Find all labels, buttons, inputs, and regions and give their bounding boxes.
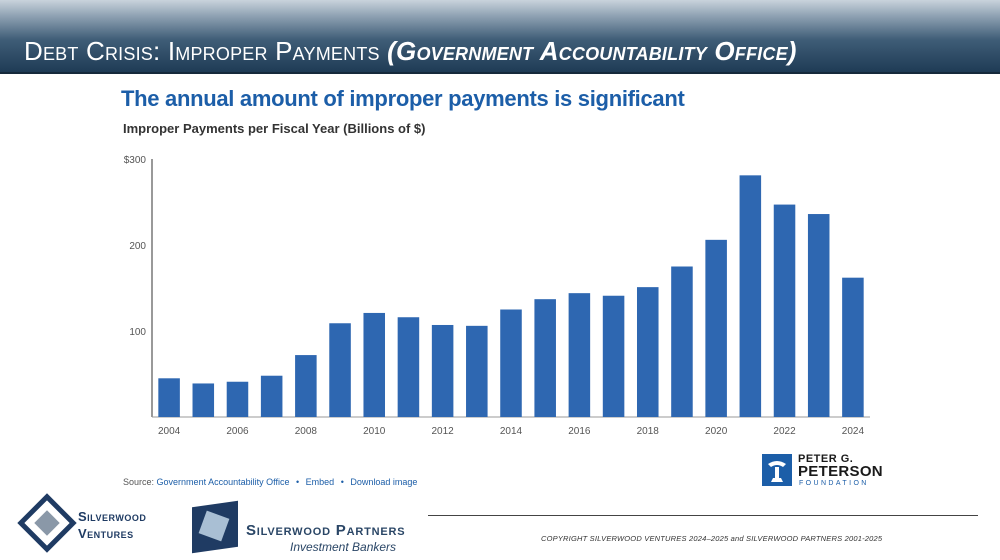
bar-2021 bbox=[739, 175, 762, 417]
source-line: Source: Government Accountability Office… bbox=[123, 477, 417, 487]
peterson-foundation-logo: PETER G. PETERSON FOUNDATION bbox=[762, 452, 883, 490]
y-tick-label: $300 bbox=[124, 155, 147, 166]
bar-2022 bbox=[773, 204, 796, 417]
bar-2004 bbox=[158, 378, 180, 417]
pgpf-line3: FOUNDATION bbox=[799, 480, 869, 487]
x-tick-label: 2024 bbox=[842, 426, 865, 437]
x-tick-label: 2022 bbox=[773, 426, 796, 437]
bar-2016 bbox=[568, 293, 591, 417]
bar-2014 bbox=[500, 309, 522, 417]
torch-icon bbox=[762, 454, 792, 486]
slide-title-main: Debt Crisis: Improper Payments bbox=[24, 36, 380, 66]
sp-line2: Investment Bankers bbox=[290, 540, 397, 554]
x-tick-label: 2004 bbox=[158, 426, 181, 437]
slide-title-paren: (Government Accountability Office) bbox=[387, 36, 797, 66]
pgpf-line1: PETER G. bbox=[798, 453, 854, 465]
x-tick-label: 2006 bbox=[226, 426, 249, 437]
x-tick-label: 2016 bbox=[568, 426, 591, 437]
sp-line1: Silverwood Partners bbox=[246, 522, 406, 539]
y-tick-label: 200 bbox=[129, 241, 146, 252]
download-image-link[interactable]: Download image bbox=[350, 477, 418, 487]
bar-2015 bbox=[534, 299, 556, 417]
x-tick-label: 2010 bbox=[363, 426, 386, 437]
bar-2010 bbox=[363, 312, 386, 417]
bar-2005 bbox=[192, 383, 215, 417]
chart-subtitle: Improper Payments per Fiscal Year (Billi… bbox=[123, 121, 426, 136]
bar-2017 bbox=[602, 295, 625, 417]
bar-2012 bbox=[431, 324, 454, 417]
bar-2008 bbox=[295, 355, 317, 417]
bar-2013 bbox=[466, 325, 488, 417]
bar-2018 bbox=[636, 287, 659, 417]
silverwood-ventures-logo: Silverwood Ventures bbox=[17, 493, 180, 557]
bar-2007 bbox=[260, 375, 283, 417]
separator-dot: • bbox=[295, 477, 300, 487]
x-tick-label: 2008 bbox=[295, 426, 318, 437]
bar-2024 bbox=[842, 277, 864, 417]
x-tick-label: 2014 bbox=[500, 426, 523, 437]
separator-dot: • bbox=[340, 477, 344, 487]
bar-2011 bbox=[397, 317, 420, 417]
silverwood-partners-logo: Silverwood Partners Investment Bankers bbox=[190, 500, 410, 558]
pgpf-line2: PETERSON bbox=[798, 463, 883, 480]
y-tick-label: 100 bbox=[129, 327, 146, 338]
source-prefix: Source: bbox=[123, 477, 155, 487]
bar-2009 bbox=[329, 323, 351, 417]
sv-line1: Silverwood bbox=[78, 509, 147, 524]
sv-line2: Ventures bbox=[78, 526, 134, 541]
footer-rule bbox=[428, 515, 978, 516]
bar-2006 bbox=[226, 381, 249, 417]
x-tick-label: 2012 bbox=[431, 426, 454, 437]
chart-title: The annual amount of improper payments i… bbox=[121, 86, 685, 111]
copyright-text: COPYRIGHT SILVERWOOD VENTURES 2024–2025 … bbox=[541, 534, 883, 543]
bar-2019 bbox=[671, 266, 693, 417]
bar-2020 bbox=[705, 239, 727, 417]
x-tick-label: 2018 bbox=[637, 426, 660, 437]
slide-title: Debt Crisis: Improper Payments (Governme… bbox=[24, 36, 994, 67]
embed-link[interactable]: Embed bbox=[305, 477, 335, 487]
header-bar bbox=[0, 0, 1000, 74]
bar-2023 bbox=[807, 214, 830, 417]
source-link[interactable]: Government Accountability Office bbox=[156, 477, 290, 487]
x-tick-label: 2020 bbox=[705, 426, 728, 437]
